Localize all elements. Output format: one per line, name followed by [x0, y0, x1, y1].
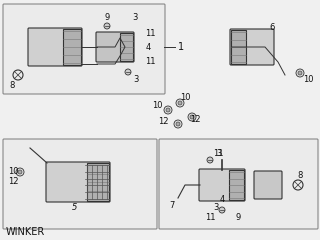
Text: 4: 4 — [220, 196, 225, 204]
Circle shape — [188, 113, 196, 121]
Circle shape — [16, 168, 24, 176]
Text: 10: 10 — [8, 168, 18, 176]
Text: 3: 3 — [213, 204, 219, 212]
Text: 12: 12 — [8, 176, 18, 186]
Text: 12: 12 — [158, 118, 168, 126]
Circle shape — [125, 69, 131, 75]
Circle shape — [207, 157, 213, 163]
Text: 11: 11 — [213, 149, 223, 157]
Bar — [228, 170, 244, 200]
FancyBboxPatch shape — [159, 139, 318, 229]
Text: 11: 11 — [145, 58, 155, 66]
Text: 12: 12 — [190, 115, 200, 125]
Text: 4: 4 — [145, 42, 151, 52]
Text: 10: 10 — [303, 76, 313, 84]
Circle shape — [298, 71, 302, 75]
Text: 11: 11 — [145, 29, 155, 37]
FancyBboxPatch shape — [96, 32, 134, 62]
Circle shape — [296, 69, 304, 77]
Text: 3: 3 — [132, 13, 138, 23]
Bar — [120, 33, 133, 61]
Bar — [231, 30, 246, 64]
FancyBboxPatch shape — [254, 171, 282, 199]
FancyBboxPatch shape — [230, 29, 274, 65]
Text: WINKER: WINKER — [6, 227, 45, 237]
Circle shape — [176, 122, 180, 126]
Text: 3: 3 — [133, 74, 139, 84]
Text: 8: 8 — [9, 82, 15, 90]
FancyBboxPatch shape — [28, 28, 82, 66]
Text: 3: 3 — [217, 149, 222, 157]
Text: 1: 1 — [178, 42, 184, 52]
Text: 9: 9 — [236, 214, 241, 222]
FancyBboxPatch shape — [3, 139, 157, 229]
Circle shape — [178, 101, 182, 105]
Circle shape — [166, 108, 170, 112]
Circle shape — [104, 23, 110, 29]
Circle shape — [219, 207, 225, 213]
Text: 6: 6 — [269, 24, 275, 32]
Text: 10: 10 — [180, 94, 190, 102]
Circle shape — [164, 106, 172, 114]
Bar — [63, 29, 81, 65]
Circle shape — [176, 99, 184, 107]
Bar — [87, 163, 109, 201]
Text: 8: 8 — [297, 170, 303, 180]
Text: 5: 5 — [72, 204, 78, 212]
Text: 10: 10 — [152, 102, 162, 110]
Circle shape — [174, 120, 182, 128]
FancyBboxPatch shape — [199, 169, 245, 201]
Text: 7: 7 — [169, 200, 175, 210]
Circle shape — [190, 115, 194, 119]
Text: 11: 11 — [205, 214, 215, 222]
FancyBboxPatch shape — [3, 4, 165, 94]
Circle shape — [18, 170, 22, 174]
FancyBboxPatch shape — [46, 162, 110, 202]
Text: 9: 9 — [104, 13, 110, 23]
